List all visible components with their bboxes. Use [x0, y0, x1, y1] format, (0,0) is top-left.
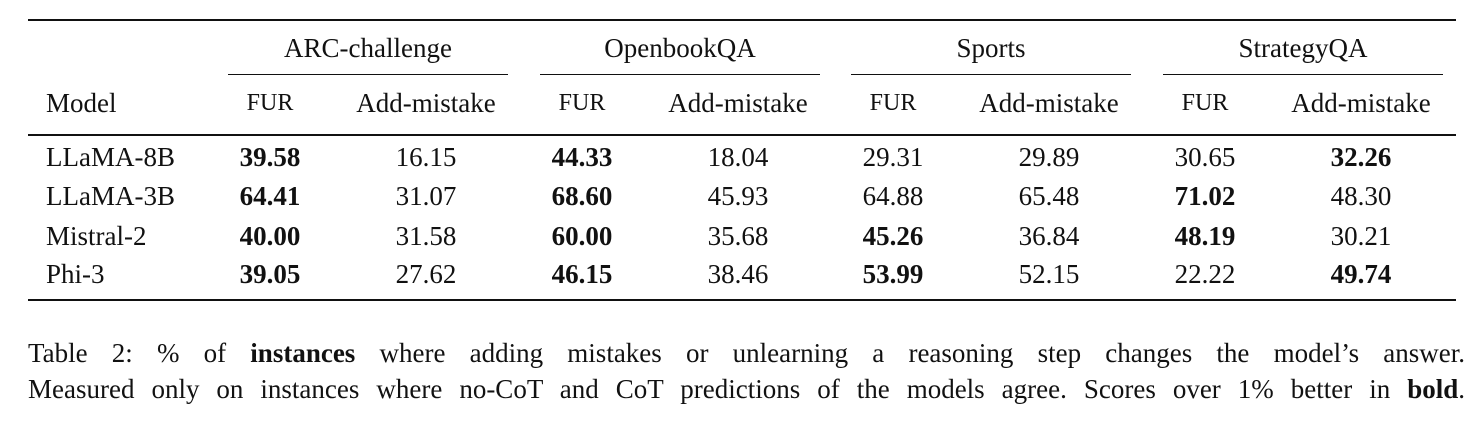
cell: 52.15	[1018, 259, 1080, 289]
group-rule	[851, 74, 1131, 76]
cell: 65.48	[1018, 181, 1080, 211]
cell: 35.68	[707, 221, 769, 251]
cell: 39.05	[239, 259, 301, 289]
sub-header: FUR	[869, 90, 917, 116]
group-header: OpenbookQA	[604, 33, 756, 63]
sub-header: Add-mistake	[668, 88, 808, 118]
model-name: LLaMA-8B	[46, 142, 175, 172]
group-rule	[1163, 74, 1443, 76]
corner-header: Model	[46, 88, 117, 118]
group-header: Sports	[956, 33, 1026, 63]
caption-text: .	[1458, 374, 1465, 404]
group-rule	[228, 74, 508, 76]
top-rule	[28, 19, 1456, 21]
cell: 60.00	[551, 221, 613, 251]
model-name: LLaMA-3B	[46, 181, 175, 211]
cell: 31.58	[395, 221, 457, 251]
caption-text: where adding mistakes or unlearning a re…	[355, 338, 1465, 368]
cell: 36.84	[1018, 221, 1080, 251]
sub-header: Add-mistake	[1291, 88, 1431, 118]
caption-text: instances	[250, 338, 356, 368]
sub-header: FUR	[1181, 90, 1229, 116]
cell: 38.46	[707, 259, 769, 289]
cell: 49.74	[1330, 259, 1392, 289]
caption-line: Table 2: % of instances where adding mis…	[28, 338, 1465, 369]
cell: 46.15	[551, 259, 613, 289]
cell: 27.62	[395, 259, 457, 289]
cell: 45.26	[862, 221, 924, 251]
mid-rule	[28, 134, 1456, 136]
model-name: Mistral-2	[46, 221, 147, 251]
cell: 64.41	[239, 181, 301, 211]
cell: 40.00	[239, 221, 301, 251]
cell: 22.22	[1174, 259, 1236, 289]
cell: 39.58	[239, 142, 301, 172]
bottom-rule	[28, 299, 1456, 301]
caption-text: Table 2: % of	[28, 338, 251, 368]
cell: 16.15	[395, 142, 457, 172]
cell: 64.88	[862, 181, 924, 211]
cell: 18.04	[707, 142, 769, 172]
sub-header: Add-mistake	[979, 88, 1119, 118]
cell: 48.19	[1174, 221, 1236, 251]
group-rule	[540, 74, 820, 76]
cell: 30.65	[1174, 142, 1236, 172]
caption-text: Measured only on instances where no-CoT …	[28, 374, 1408, 404]
cell: 31.07	[395, 181, 457, 211]
sub-header: Add-mistake	[356, 88, 496, 118]
cell: 29.89	[1018, 142, 1080, 172]
cell: 71.02	[1174, 181, 1236, 211]
sub-header: FUR	[558, 90, 606, 116]
cell: 48.30	[1330, 181, 1392, 211]
group-header: StrategyQA	[1238, 33, 1368, 63]
cell: 44.33	[551, 142, 613, 172]
cell: 68.60	[551, 181, 613, 211]
sub-header: FUR	[246, 90, 294, 116]
caption-line: Measured only on instances where no-CoT …	[28, 374, 1465, 405]
group-header: ARC-challenge	[284, 33, 452, 63]
cell: 45.93	[707, 181, 769, 211]
cell: 32.26	[1330, 142, 1392, 172]
cell: 30.21	[1330, 221, 1392, 251]
model-name: Phi-3	[46, 259, 105, 289]
cell: 53.99	[862, 259, 924, 289]
caption-text: bold	[1407, 374, 1459, 404]
cell: 29.31	[862, 142, 924, 172]
